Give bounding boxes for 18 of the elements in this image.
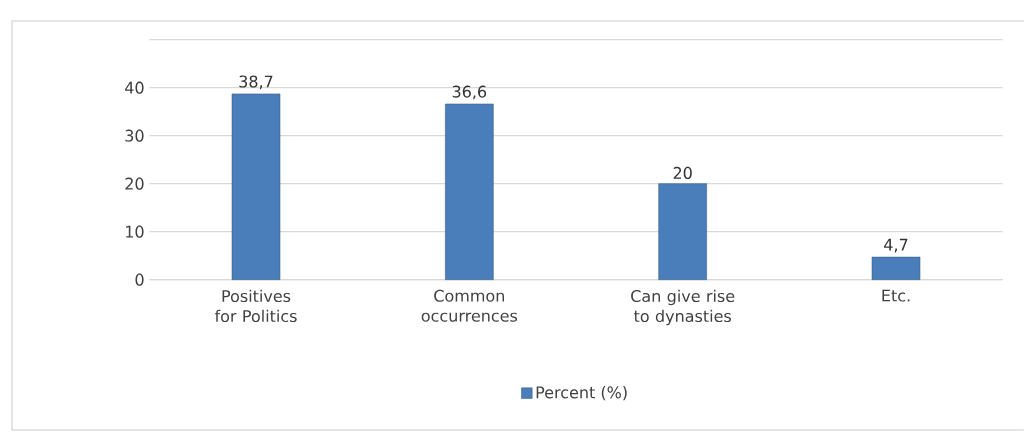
y-tick-label: 10 bbox=[126, 225, 144, 238]
x-tick-label: Etc. bbox=[882, 289, 910, 302]
data-label: 36,6 bbox=[452, 85, 487, 100]
x-tick-label: Common occurrences bbox=[421, 289, 518, 322]
x-tick-label: Can give rise to dynasties bbox=[631, 289, 735, 326]
y-tick-label: 30 bbox=[125, 129, 144, 142]
x-tick-label: Positives for Politics bbox=[214, 289, 297, 323]
data-label: 4,7 bbox=[884, 238, 908, 253]
data-label: 20 bbox=[673, 166, 692, 179]
legend-label: Percent (%) bbox=[536, 386, 627, 401]
y-tick-label: 0 bbox=[135, 273, 144, 286]
y-tick-label: 20 bbox=[125, 177, 144, 190]
bar bbox=[871, 256, 921, 280]
bar bbox=[445, 103, 494, 280]
bar bbox=[231, 93, 281, 280]
data-label: 38,7 bbox=[239, 75, 273, 90]
y-tick-label: 40 bbox=[125, 81, 144, 94]
bar bbox=[658, 183, 707, 280]
